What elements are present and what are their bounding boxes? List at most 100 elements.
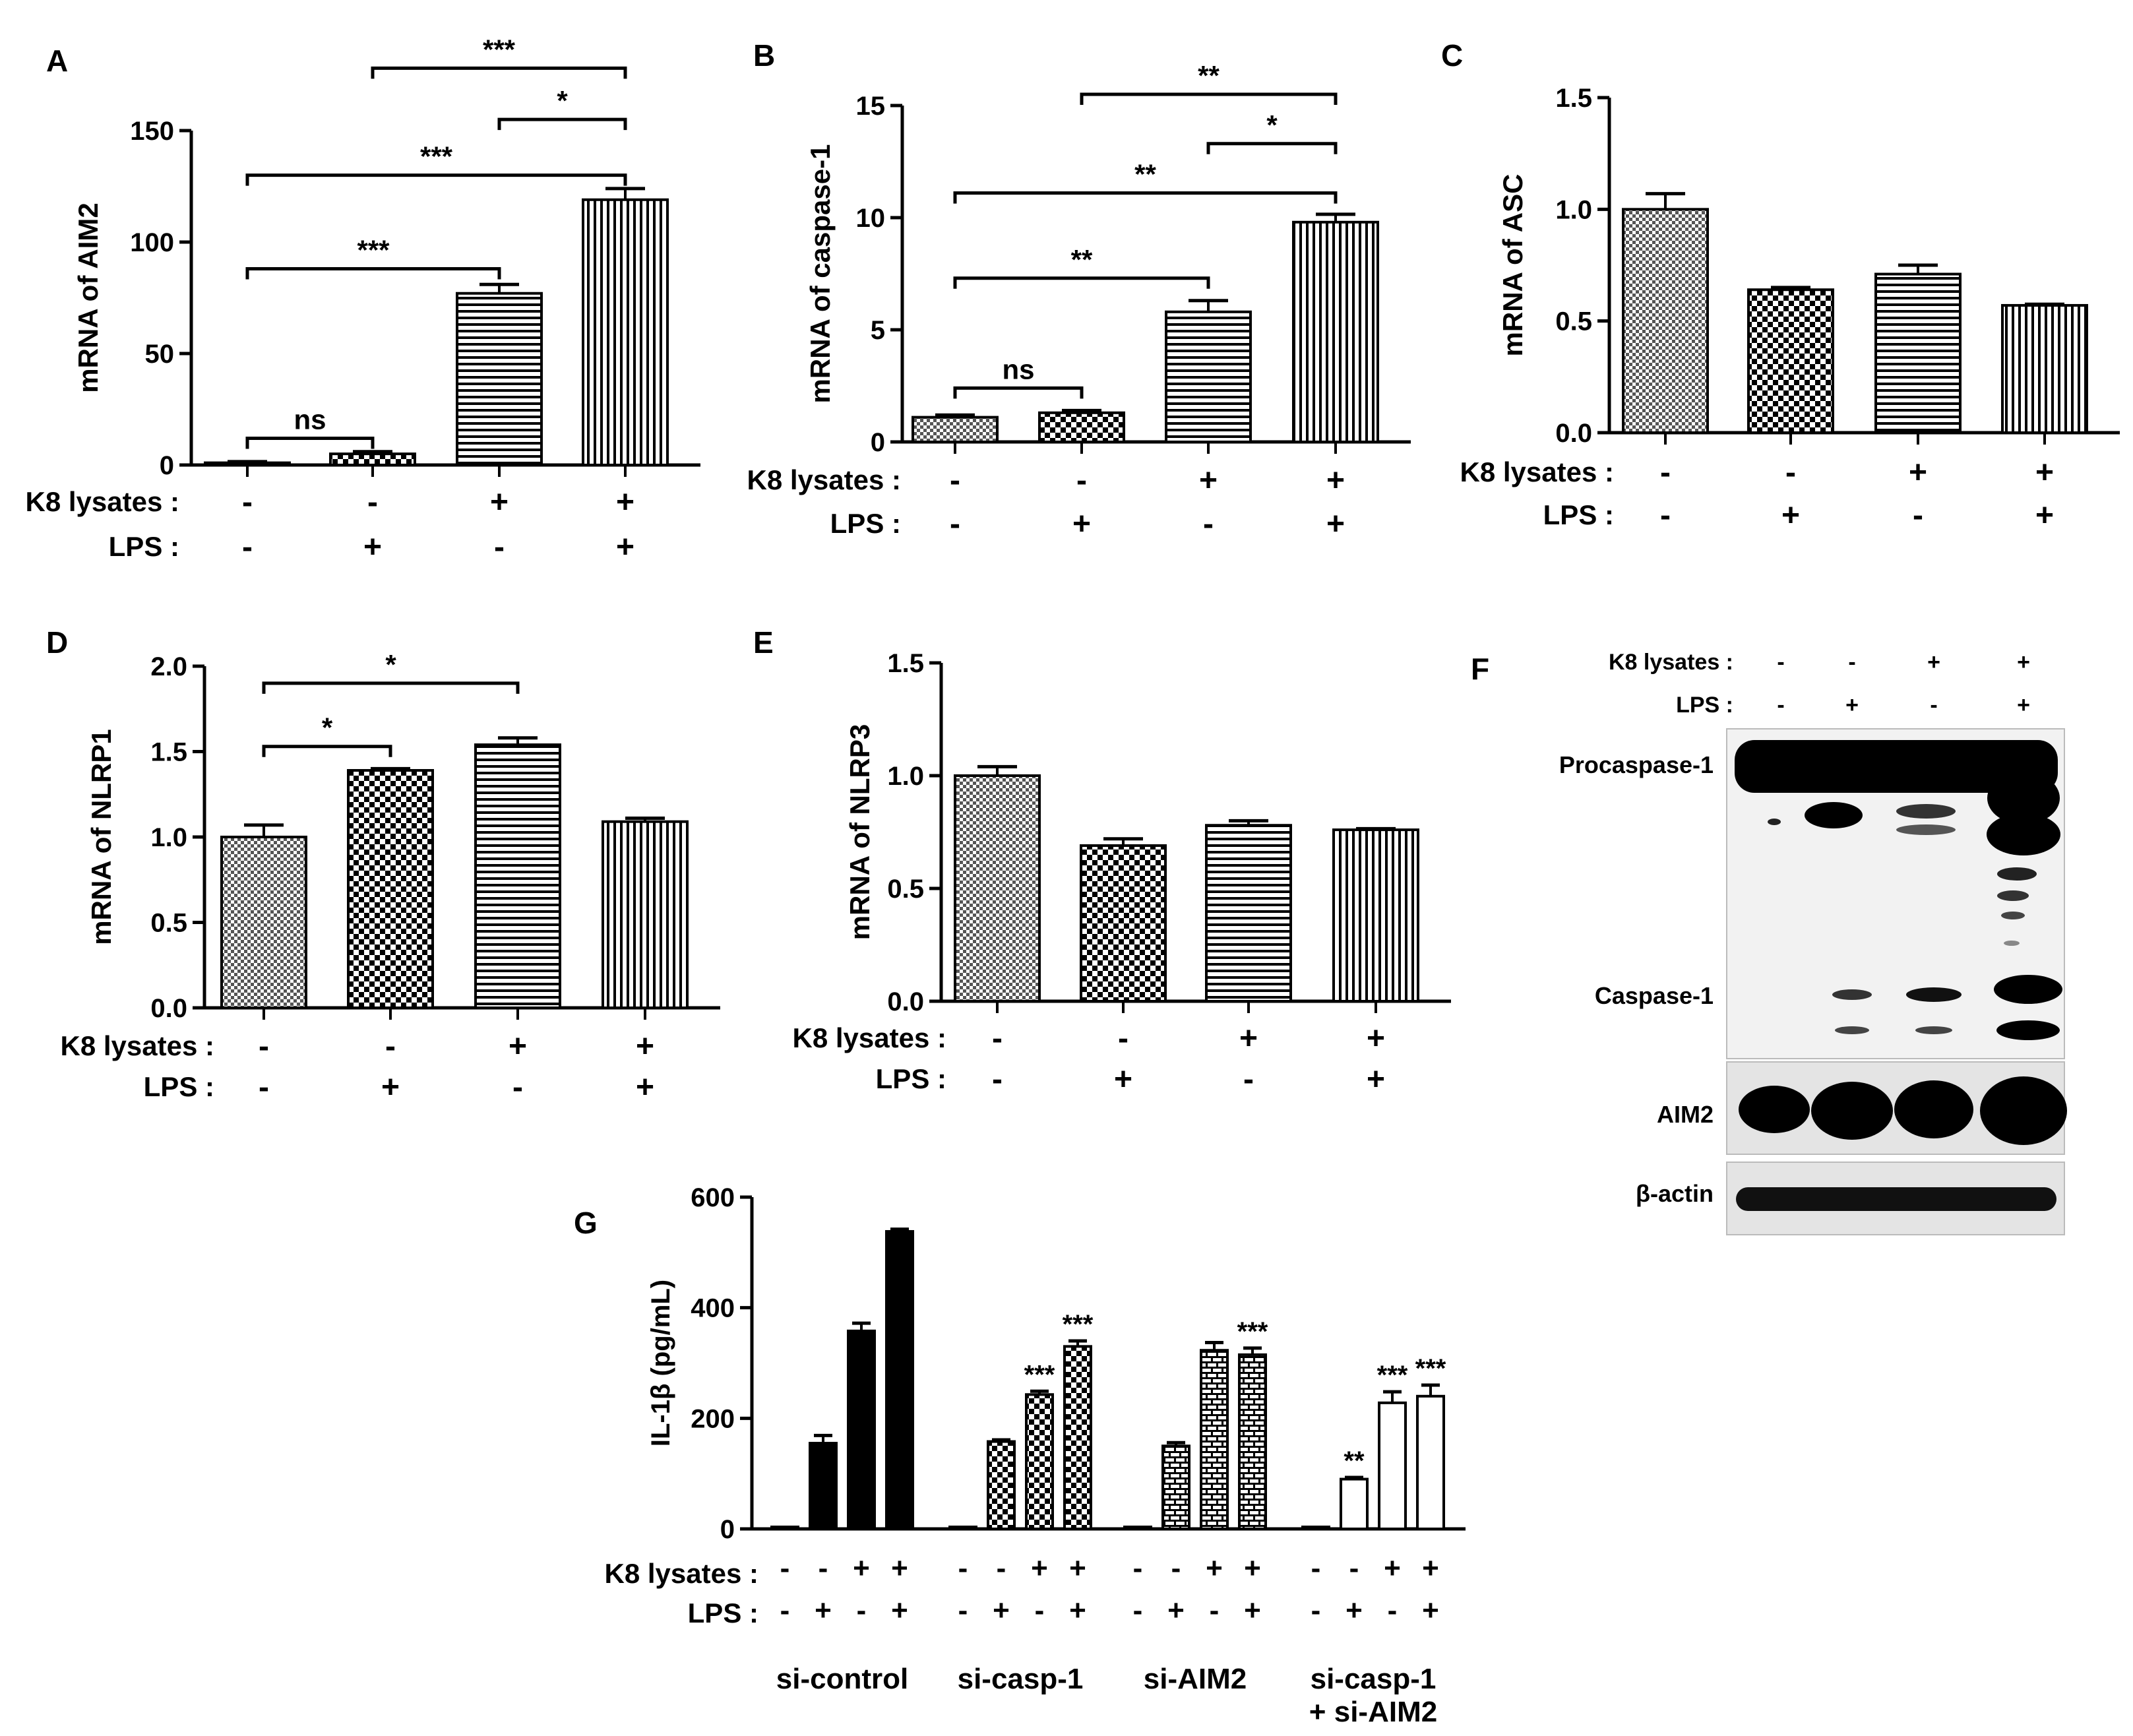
condition-sign: - <box>1133 1552 1143 1584</box>
condition-sign: + <box>490 485 509 520</box>
condition-sign: + <box>636 1029 654 1064</box>
row-label-k8: K8 lysates : <box>793 1022 946 1053</box>
condition-sign: + <box>1114 1062 1132 1097</box>
condition-sign: - <box>1171 1552 1181 1584</box>
condition-sign: - <box>1133 1594 1143 1627</box>
y-tick-label: 1.5 <box>1555 84 1592 113</box>
condition-sign: - <box>1035 1594 1045 1627</box>
condition-sign: - <box>242 485 253 520</box>
bar <box>1038 411 1125 443</box>
blot-sign: - <box>1848 650 1855 675</box>
condition-sign: + <box>1072 507 1091 542</box>
blot-row-label-k8: K8 lysates : <box>1609 650 1733 675</box>
row-label-k8: K8 lysates : <box>61 1030 214 1061</box>
blot-band <box>2004 941 2020 946</box>
condition-sign: - <box>950 463 960 498</box>
bar <box>809 1442 838 1531</box>
bar <box>1205 824 1292 1003</box>
condition-sign: - <box>1349 1552 1359 1584</box>
significance-bracket <box>497 117 627 131</box>
significance-label: *** <box>1063 1310 1094 1339</box>
significance-bracket <box>245 267 501 280</box>
y-tick-label: 0 <box>720 1515 735 1544</box>
bar <box>1332 828 1419 1003</box>
significance-bracket <box>953 386 1084 399</box>
blot-sign: + <box>2017 650 2030 675</box>
bar <box>1165 310 1252 443</box>
bar <box>954 774 1041 1003</box>
condition-sign: - <box>958 1552 968 1584</box>
condition-sign: + <box>1367 1021 1385 1056</box>
significance-label: *** <box>420 141 453 172</box>
condition-sign: + <box>1384 1552 1401 1584</box>
bar <box>602 820 689 1009</box>
condition-sign: + <box>853 1552 870 1584</box>
bar <box>987 1440 1016 1530</box>
condition-sign: + <box>1781 498 1800 533</box>
condition-sign: - <box>997 1552 1006 1584</box>
condition-sign: + <box>891 1594 908 1627</box>
bar <box>1123 1526 1152 1530</box>
condition-sign: + <box>993 1594 1010 1627</box>
blot-band <box>1996 1020 2060 1040</box>
condition-sign: + <box>1244 1594 1261 1627</box>
blot-band <box>1896 804 1956 819</box>
condition-sign: - <box>1243 1062 1254 1097</box>
row-label-lps: LPS : <box>688 1597 758 1628</box>
significance-bracket <box>953 191 1338 204</box>
bar <box>885 1229 914 1531</box>
condition-sign: - <box>512 1070 523 1105</box>
y-tick-label: 0 <box>871 428 885 457</box>
condition-sign: - <box>992 1021 1003 1056</box>
blot-band-label-caspase: Caspase-1 <box>1595 982 1714 1009</box>
chart-panel-G: 0 200 400 600 IL-1β (pg/mL) K8 lysates : LPS :… <box>605 1183 1466 1728</box>
condition-sign: - <box>780 1594 790 1627</box>
y-axis-label: mRNA of caspase-1 <box>805 144 836 404</box>
y-axis-label: mRNA of AIM2 <box>73 202 104 393</box>
bar <box>329 452 416 466</box>
significance-label: ** <box>1198 60 1220 91</box>
y-tick-label: 0.5 <box>150 909 187 938</box>
bar <box>347 768 434 1009</box>
group-label: si-casp-1 <box>1311 1663 1437 1695</box>
significance-label: *** <box>357 235 390 266</box>
significance-bracket <box>262 681 520 694</box>
y-tick-label: 200 <box>691 1404 735 1433</box>
y-axis-label: mRNA of ASC <box>1497 174 1528 357</box>
condition-sign: - <box>259 1070 269 1105</box>
condition-sign: - <box>1203 507 1214 542</box>
condition-sign: - <box>1311 1552 1321 1584</box>
condition-sign: - <box>1118 1021 1128 1056</box>
significance-label: *** <box>1237 1317 1268 1346</box>
y-axis-label: IL-1β (pg/mL) <box>646 1280 675 1446</box>
panel-letter-B: B <box>753 38 775 73</box>
chart-panel-E: 0.0 0.5 1.0 1.5 mRNA of NLRP3 K8 lysates : - - +… <box>793 649 1451 1097</box>
significance-label: * <box>322 712 333 743</box>
blot-band <box>1915 1026 1952 1034</box>
significance-bracket <box>245 173 627 186</box>
significance-label: *** <box>483 34 516 65</box>
blot-band <box>1987 813 2060 855</box>
y-tick-label: 100 <box>130 228 174 257</box>
chart-panel-C: 0.0 0.5 1.0 1.5 mRNA of ASC K8 lysates : - - + + L… <box>1460 84 2120 533</box>
condition-sign: - <box>992 1062 1003 1097</box>
y-tick-label: 50 <box>145 340 175 369</box>
significance-bracket <box>245 436 375 449</box>
panel-letter-C: C <box>1441 38 1463 73</box>
blot-band <box>1980 1076 2067 1145</box>
y-tick-label: 15 <box>856 92 886 121</box>
condition-sign: + <box>1199 463 1218 498</box>
condition-sign: + <box>363 530 382 565</box>
significance-bracket <box>1080 92 1338 105</box>
significance-label: *** <box>1024 1360 1055 1389</box>
group-label: + si-AIM2 <box>1309 1696 1437 1728</box>
y-tick-label: 1.0 <box>1555 195 1592 224</box>
group-label: si-AIM2 <box>1144 1663 1247 1695</box>
condition-sign: + <box>891 1552 908 1584</box>
condition-sign: - <box>958 1594 968 1627</box>
blot-band <box>1835 1026 1869 1034</box>
condition-sign: + <box>1367 1062 1385 1097</box>
